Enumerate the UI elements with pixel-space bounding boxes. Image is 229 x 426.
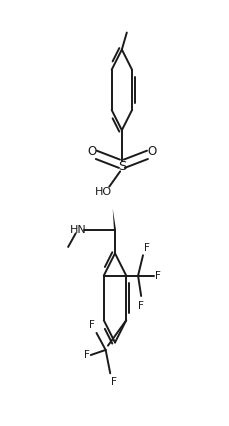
Text: O: O bbox=[87, 145, 96, 158]
Text: F: F bbox=[89, 320, 95, 331]
Text: F: F bbox=[138, 301, 143, 311]
Text: HO: HO bbox=[95, 187, 112, 197]
Text: HN: HN bbox=[70, 225, 86, 235]
Text: S: S bbox=[117, 160, 125, 173]
Text: O: O bbox=[146, 145, 155, 158]
Polygon shape bbox=[112, 209, 115, 230]
Text: F: F bbox=[83, 350, 89, 360]
Text: F: F bbox=[111, 377, 117, 387]
Text: F: F bbox=[155, 271, 160, 281]
Text: F: F bbox=[144, 243, 149, 253]
